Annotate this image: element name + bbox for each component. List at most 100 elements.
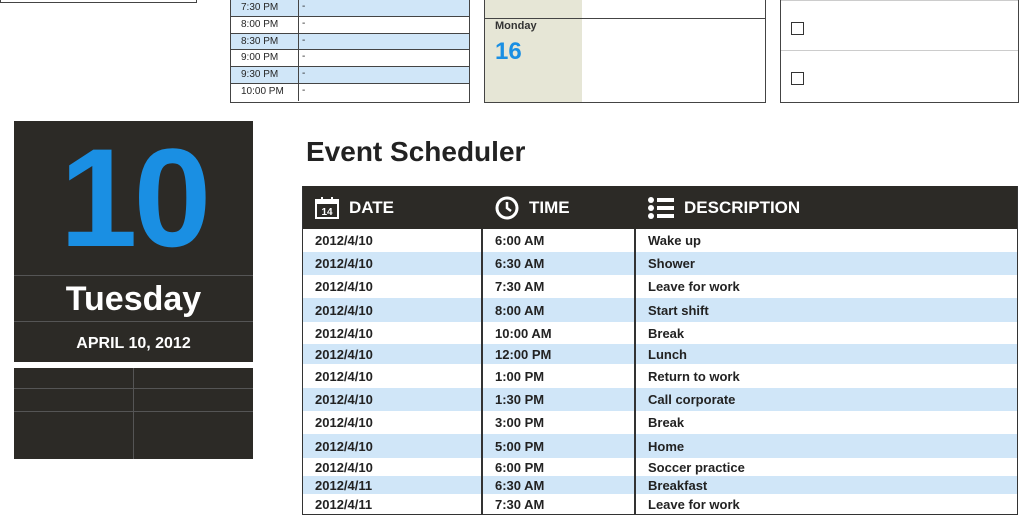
- cell-date: 2012/4/11: [303, 476, 483, 494]
- cell-desc: Return to work: [648, 368, 740, 384]
- mini-row[interactable]: 10:00 PM -: [231, 83, 469, 101]
- mini-time: 9:30 PM: [231, 67, 299, 83]
- cell-date: 2012/4/10: [303, 411, 483, 434]
- svg-text:14: 14: [321, 207, 333, 218]
- cell-time: 7:30 AM: [483, 494, 636, 514]
- header-description-label: DESCRIPTION: [684, 197, 801, 217]
- table-row[interactable]: 2012/4/10 10:00 AM Break: [303, 322, 1017, 344]
- cell-date: 2012/4/10: [303, 252, 483, 275]
- mini-time: 8:00 PM: [231, 16, 299, 33]
- table-row[interactable]: 2012/4/11 7:30 AM Leave for work: [303, 494, 1017, 514]
- cell-desc: Breakfast: [648, 477, 708, 493]
- table-row[interactable]: 2012/4/10 1:30 PM Call corporate: [303, 388, 1017, 411]
- mini-time: 9:00 PM: [231, 50, 299, 67]
- date-card: 10 Tuesday APRIL 10, 2012: [14, 121, 253, 459]
- cell-desc: Wake up: [648, 233, 701, 248]
- day-number: 10: [59, 119, 212, 276]
- calendar-icon: 14: [315, 196, 339, 219]
- mini-schedule: 7:30 PM - 8:00 PM - 8:30 PM - 9:00 PM - 9:30…: [230, 0, 470, 103]
- mini-desc: -: [302, 51, 306, 63]
- separator: [14, 362, 253, 368]
- event-table: 14 DATE TIME DESCRIPTION 2012/4/10 6:00 A…: [302, 186, 1018, 515]
- table-row[interactable]: 2012/4/10 6:00 PM Soccer practice: [303, 458, 1017, 476]
- cell-time: 1:00 PM: [483, 364, 636, 388]
- page-title: Event Scheduler: [306, 136, 526, 167]
- list-icon: [648, 196, 674, 219]
- cell-date: 2012/4/10: [303, 275, 483, 298]
- cell-time: 7:30 AM: [483, 275, 636, 298]
- cell-desc: Call corporate: [648, 392, 736, 407]
- todo-item: [781, 0, 1018, 50]
- cell-time: 1:30 PM: [483, 388, 636, 411]
- cell-time: 12:00 PM: [483, 344, 636, 364]
- table-row[interactable]: 2012/4/10 6:00 AM Wake up: [303, 229, 1017, 252]
- cell-time: 10:00 AM: [483, 322, 636, 344]
- mini-desc: -: [302, 1, 306, 12]
- mini-desc: -: [302, 84, 306, 96]
- cell-date: 2012/4/10: [303, 364, 483, 388]
- mini-row[interactable]: 9:30 PM -: [231, 67, 469, 84]
- cell-time: 8:00 AM: [483, 298, 636, 322]
- table-row[interactable]: 2012/4/10 3:00 PM Break: [303, 411, 1017, 434]
- mini-row[interactable]: 7:30 PM -: [231, 0, 469, 17]
- cell-date: 2012/4/10: [303, 344, 483, 364]
- full-date: APRIL 10, 2012: [76, 335, 191, 352]
- cell-time: 3:00 PM: [483, 411, 636, 434]
- cell-desc: Break: [648, 415, 685, 430]
- weekday: Tuesday: [14, 275, 253, 322]
- cell-time: 6:00 PM: [483, 458, 636, 476]
- cell-time: 6:30 AM: [483, 476, 636, 494]
- cell-time: 6:30 AM: [483, 252, 636, 275]
- cell-date: 2012/4/10: [303, 229, 483, 252]
- mini-desc: -: [302, 68, 306, 80]
- mini-time: 8:30 PM: [231, 33, 299, 50]
- todo-item: [781, 50, 1018, 100]
- mini-time: 7:30 PM: [231, 0, 299, 16]
- table-row[interactable]: 2012/4/11 6:30 AM Breakfast: [303, 476, 1017, 494]
- table-row[interactable]: 2012/4/10 12:00 PM Lunch: [303, 344, 1017, 364]
- cell-desc: Lunch: [648, 346, 687, 362]
- table-row[interactable]: 2012/4/10 5:00 PM Home: [303, 434, 1017, 458]
- mini-row[interactable]: 9:00 PM -: [231, 50, 469, 68]
- top-left-panel: [0, 0, 197, 3]
- mini-row[interactable]: 8:00 PM -: [231, 16, 469, 34]
- cell-date: 2012/4/10: [303, 434, 483, 458]
- week-day-number[interactable]: 16: [495, 38, 522, 65]
- header-date-label: DATE: [349, 197, 395, 217]
- table-row[interactable]: 2012/4/10 1:00 PM Return to work: [303, 364, 1017, 388]
- cell-desc: Start shift: [648, 302, 709, 318]
- header-time[interactable]: TIME: [483, 186, 636, 229]
- divider: [133, 368, 134, 459]
- cell-date: 2012/4/10: [303, 322, 483, 344]
- cell-date: 2012/4/10: [303, 298, 483, 322]
- table-header: 14 DATE TIME DESCRIPTION: [303, 186, 1017, 229]
- header-time-label: TIME: [529, 197, 570, 217]
- cell-desc: Break: [648, 325, 685, 341]
- divider: [485, 18, 765, 19]
- cell-date: 2012/4/11: [303, 494, 483, 514]
- header-date[interactable]: 14 DATE: [303, 186, 483, 229]
- cell-desc: Shower: [648, 256, 695, 271]
- mini-desc: -: [302, 17, 306, 29]
- mini-row[interactable]: 8:30 PM -: [231, 33, 469, 51]
- cell-desc: Leave for work: [648, 279, 740, 294]
- cell-time: 5:00 PM: [483, 434, 636, 458]
- mini-desc: -: [302, 34, 306, 46]
- mini-time: 10:00 PM: [231, 83, 299, 101]
- clock-icon: [495, 196, 519, 219]
- cell-desc: Leave for work: [648, 496, 740, 512]
- todo-list: [780, 0, 1019, 103]
- table-row[interactable]: 2012/4/10 6:30 AM Shower: [303, 252, 1017, 275]
- table-row[interactable]: 2012/4/10 8:00 AM Start shift: [303, 298, 1017, 322]
- header-description[interactable]: DESCRIPTION: [636, 186, 1017, 229]
- cell-time: 6:00 AM: [483, 229, 636, 252]
- checkbox[interactable]: [791, 72, 804, 85]
- cell-date: 2012/4/10: [303, 388, 483, 411]
- cell-desc: Soccer practice: [648, 459, 745, 475]
- day-column: [485, 0, 582, 102]
- cell-date: 2012/4/10: [303, 458, 483, 476]
- checkbox[interactable]: [791, 22, 804, 35]
- week-day-name: Monday: [495, 20, 537, 32]
- table-row[interactable]: 2012/4/10 7:30 AM Leave for work: [303, 275, 1017, 298]
- cell-desc: Home: [648, 438, 685, 454]
